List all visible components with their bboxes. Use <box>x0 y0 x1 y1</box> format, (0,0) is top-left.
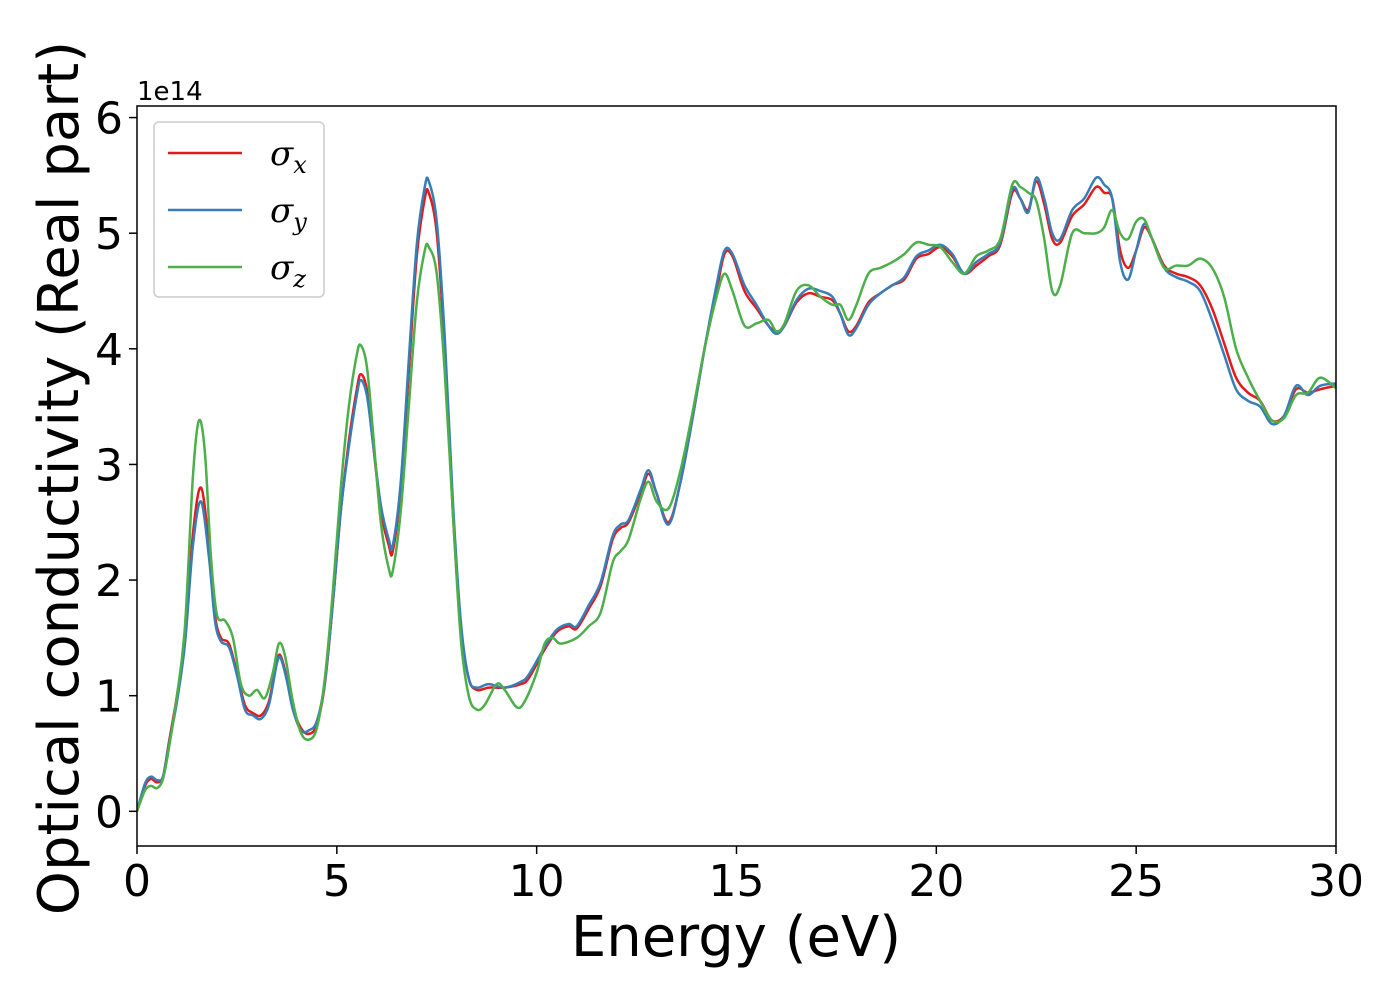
series-line-y <box>137 175 1336 812</box>
y-tick-label: 0 <box>95 787 123 838</box>
y-offset-label: 1e14 <box>137 77 203 107</box>
x-tick-label: 30 <box>1308 856 1364 907</box>
y-tick-label: 5 <box>95 209 123 260</box>
x-tick-label: 20 <box>908 856 964 907</box>
x-axis-title: Energy (eV) <box>571 905 901 970</box>
y-axis-title: Optical conductivity (Real part) <box>27 41 92 915</box>
x-tick-label: 15 <box>709 856 765 907</box>
legend-label-z: σz <box>270 248 306 293</box>
plot-frame <box>136 105 1337 847</box>
x-tick-label: 5 <box>323 856 351 907</box>
x-tick-label: 10 <box>509 856 565 907</box>
y-tick-label: 2 <box>95 556 123 607</box>
legend-label-y: σy <box>270 191 307 236</box>
y-tick-label: 1 <box>95 672 123 723</box>
series-line-z <box>137 179 1336 812</box>
y-tick-label: 3 <box>95 440 123 491</box>
x-tick-label: 0 <box>123 856 151 907</box>
y-tick-label: 6 <box>95 94 123 145</box>
legend-label-x: σx <box>270 134 307 179</box>
y-tick-label: 4 <box>95 325 123 376</box>
plot-area <box>137 175 1336 812</box>
x-tick-label: 25 <box>1108 856 1164 907</box>
y-axis-ticks: 0 1 2 3 4 5 6 <box>95 94 137 838</box>
legend: σx σy σz <box>153 121 325 298</box>
x-axis-ticks: 0 5 10 15 20 25 30 <box>123 846 1364 907</box>
